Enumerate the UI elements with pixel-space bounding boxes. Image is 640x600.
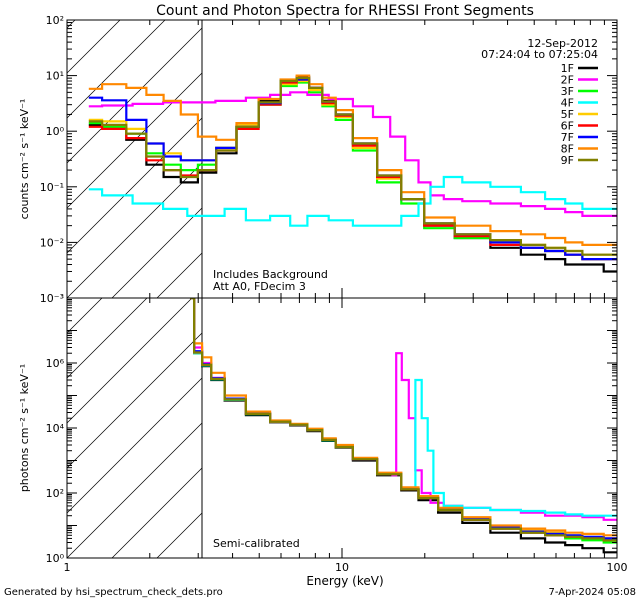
x-tick-label: 100 — [607, 561, 628, 574]
legend-label-6F: 6F — [561, 120, 574, 133]
background-note: Includes Background — [213, 268, 328, 281]
bottom-y-axis-label: photons cm⁻² s⁻¹ keV⁻¹ — [18, 364, 31, 492]
bottom-series-5F — [190, 298, 617, 540]
bottom-series-3F — [190, 298, 617, 544]
bottom-series-1F — [190, 298, 617, 554]
top-plot-frame — [66, 19, 618, 299]
bottom-series-9F — [190, 298, 617, 542]
top-ytick-label: 10⁻³ — [40, 292, 64, 305]
legend-label-9F: 9F — [561, 154, 574, 167]
x-tick-label: 10 — [335, 561, 349, 574]
bottom-hatch-line — [562, 298, 640, 558]
bottom-series-group — [190, 298, 617, 554]
top-hatch-line — [67, 20, 76, 29]
legend-label-7F: 7F — [561, 131, 574, 144]
date-label: 12-Sep-2012 — [527, 37, 598, 50]
top-hatch-line — [472, 20, 640, 298]
top-series-2F — [88, 91, 617, 217]
bottom-ytick-label: 10⁴ — [46, 422, 65, 435]
bottom-series-8F — [190, 298, 617, 537]
bottom-hatch-line — [67, 298, 193, 424]
bottom-hatch-line — [111, 467, 202, 558]
top-y-axis-label: counts cm⁻² s⁻¹ keV⁻¹ — [18, 99, 31, 220]
bottom-hatch-line — [0, 298, 12, 558]
legend-label-5F: 5F — [561, 108, 574, 121]
top-hatch-line — [427, 20, 640, 298]
top-axis-ticks: 10⁻³ 10⁻² 10⁻¹ 10⁰ 10¹ 10² — [40, 14, 618, 305]
bottom-ytick-label: 10⁰ — [46, 552, 65, 565]
top-ytick-label: 10⁰ — [46, 125, 65, 138]
bottom-ytick-label: 10² — [46, 487, 64, 500]
top-hatch-line — [247, 20, 525, 298]
top-hatch-line — [67, 117, 202, 254]
top-hatch-line — [111, 207, 202, 298]
timestamp-footer: 7-Apr-2024 05:08 — [549, 587, 636, 598]
chart-title: Count and Photon Spectra for RHESSI Fron… — [156, 3, 534, 19]
top-hatch-line — [382, 20, 640, 298]
top-hatch-line — [292, 20, 570, 298]
legend-label-2F: 2F — [561, 74, 574, 87]
bottom-series-4F — [190, 298, 617, 517]
bottom-hatch-line — [67, 377, 202, 514]
top-series-4F — [88, 175, 617, 227]
bottom-axis-ticks: 10⁰ 10² 10⁴ 10⁶ 1 10 100 — [46, 297, 628, 574]
bottom-hatch-line — [156, 512, 202, 558]
legend-label-3F: 3F — [561, 85, 574, 98]
bottom-hatch-line — [382, 298, 640, 558]
bottom-hatch-line — [292, 298, 552, 558]
top-hatch-line — [67, 20, 121, 74]
legend-label-8F: 8F — [561, 143, 574, 156]
top-hatch-line — [67, 27, 202, 164]
top-ytick-label: 10² — [46, 14, 64, 27]
bottom-plot-frame — [66, 297, 618, 559]
top-hatch-line — [156, 252, 202, 298]
top-hatch-line — [201, 297, 202, 298]
bottom-hatch-line — [201, 557, 202, 558]
top-series-group — [88, 74, 617, 273]
legend-label-1F: 1F — [561, 62, 574, 75]
attenuator-note: Att A0, FDecim 3 — [213, 280, 306, 293]
bottom-hatch-line — [67, 422, 202, 558]
top-excluded-region-hatch — [67, 20, 640, 298]
time-range-label: 07:24:04 to 07:25:04 — [481, 48, 598, 61]
semi-calibrated-note: Semi-calibrated — [213, 537, 300, 550]
top-ytick-label: 10⁻¹ — [40, 181, 64, 194]
top-hatch-line — [67, 162, 202, 298]
top-hatch-line — [67, 20, 166, 119]
x-tick-label: 1 — [64, 561, 71, 574]
top-series-9F — [88, 77, 617, 256]
top-ytick-label: 10⁻² — [40, 236, 64, 249]
x-axis-label: Energy (keV) — [306, 574, 383, 588]
legend-label-4F: 4F — [561, 97, 574, 110]
generated-by-footer: Generated by hsi_spectrum_check_dets.pro — [4, 587, 223, 598]
top-series-8F — [88, 74, 617, 246]
bottom-series-6F — [190, 298, 617, 542]
top-hatch-line — [67, 72, 202, 209]
bottom-hatch-line — [67, 332, 202, 469]
top-ytick-label: 10¹ — [46, 70, 64, 83]
bottom-hatch-line — [67, 298, 148, 379]
bottom-series-7F — [190, 298, 617, 540]
bottom-ytick-label: 10⁶ — [46, 357, 65, 370]
bottom-hatch-line — [517, 298, 640, 558]
